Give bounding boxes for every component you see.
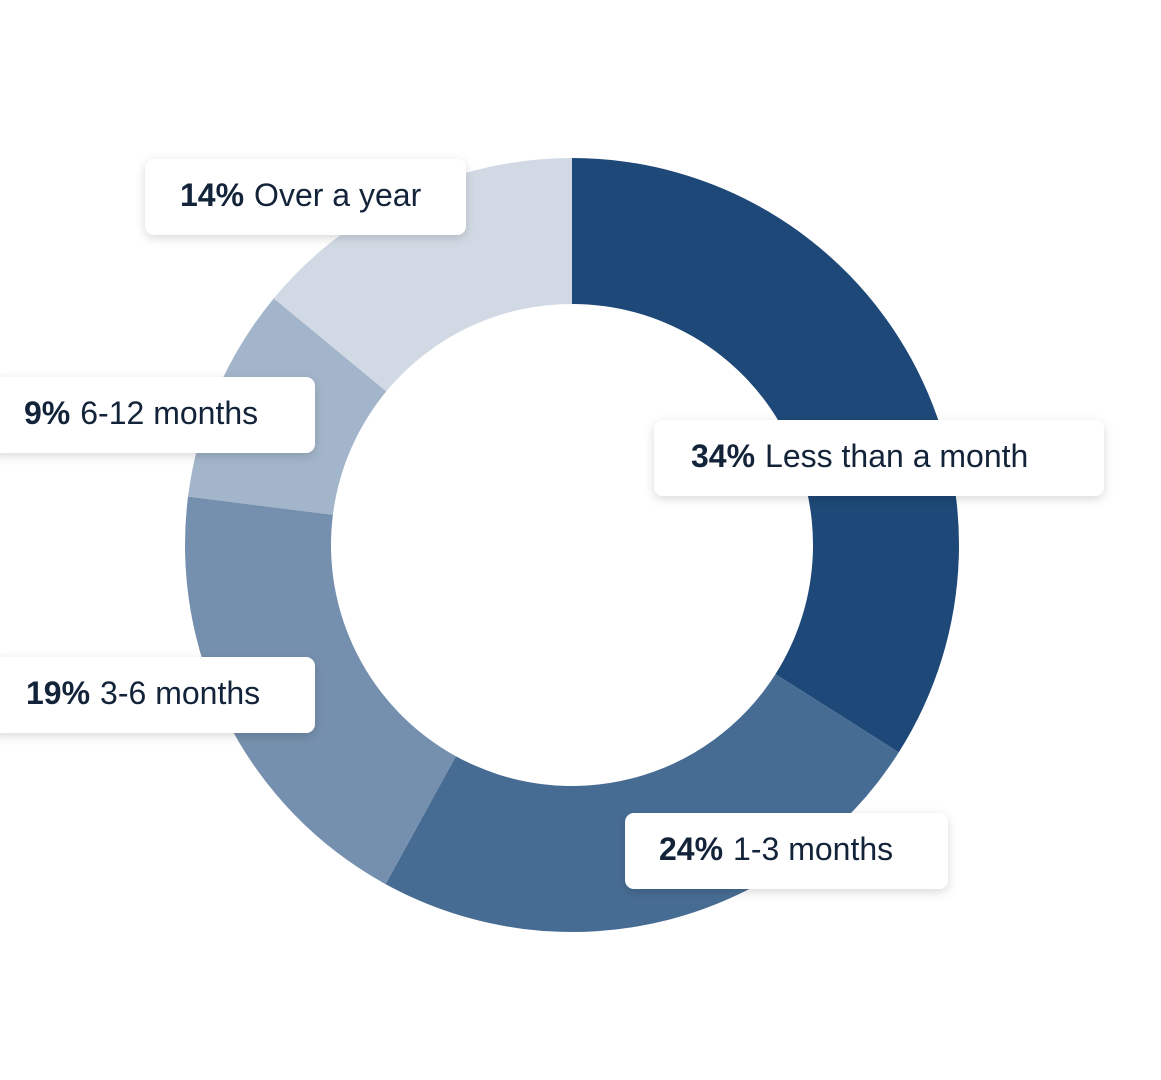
value-label: 9% xyxy=(24,395,70,431)
slice xyxy=(385,674,899,932)
label-box xyxy=(145,159,466,235)
category-label: 1-3 months xyxy=(733,831,893,867)
slice xyxy=(572,158,959,753)
value-label: 14% xyxy=(180,177,244,213)
label-box xyxy=(654,420,1104,496)
data-label: 24% 1-3 months xyxy=(625,813,948,889)
label-box xyxy=(0,377,315,453)
label-text: 34% Less than a month xyxy=(691,438,1028,474)
category-label: Less than a month xyxy=(765,438,1028,474)
value-label: 19% xyxy=(26,675,90,711)
label-box xyxy=(0,657,315,733)
value-label: 24% xyxy=(659,831,723,867)
label-text: 24% 1-3 months xyxy=(659,831,893,867)
data-label: 9% 6-12 months xyxy=(0,377,315,453)
label-text: 19% 3-6 months xyxy=(26,675,260,711)
data-label: 14% Over a year xyxy=(145,159,466,235)
slice xyxy=(273,158,572,392)
label-text: 14% Over a year xyxy=(180,177,422,213)
category-label: 3-6 months xyxy=(100,675,260,711)
label-box xyxy=(625,813,948,889)
category-label: 6-12 months xyxy=(80,395,258,431)
label-text: 9% 6-12 months xyxy=(24,395,258,431)
data-label: 34% Less than a month xyxy=(654,420,1104,496)
data-label: 19% 3-6 months xyxy=(0,657,315,733)
slice xyxy=(184,496,456,885)
value-label: 34% xyxy=(691,438,755,474)
category-label: Over a year xyxy=(254,177,422,213)
